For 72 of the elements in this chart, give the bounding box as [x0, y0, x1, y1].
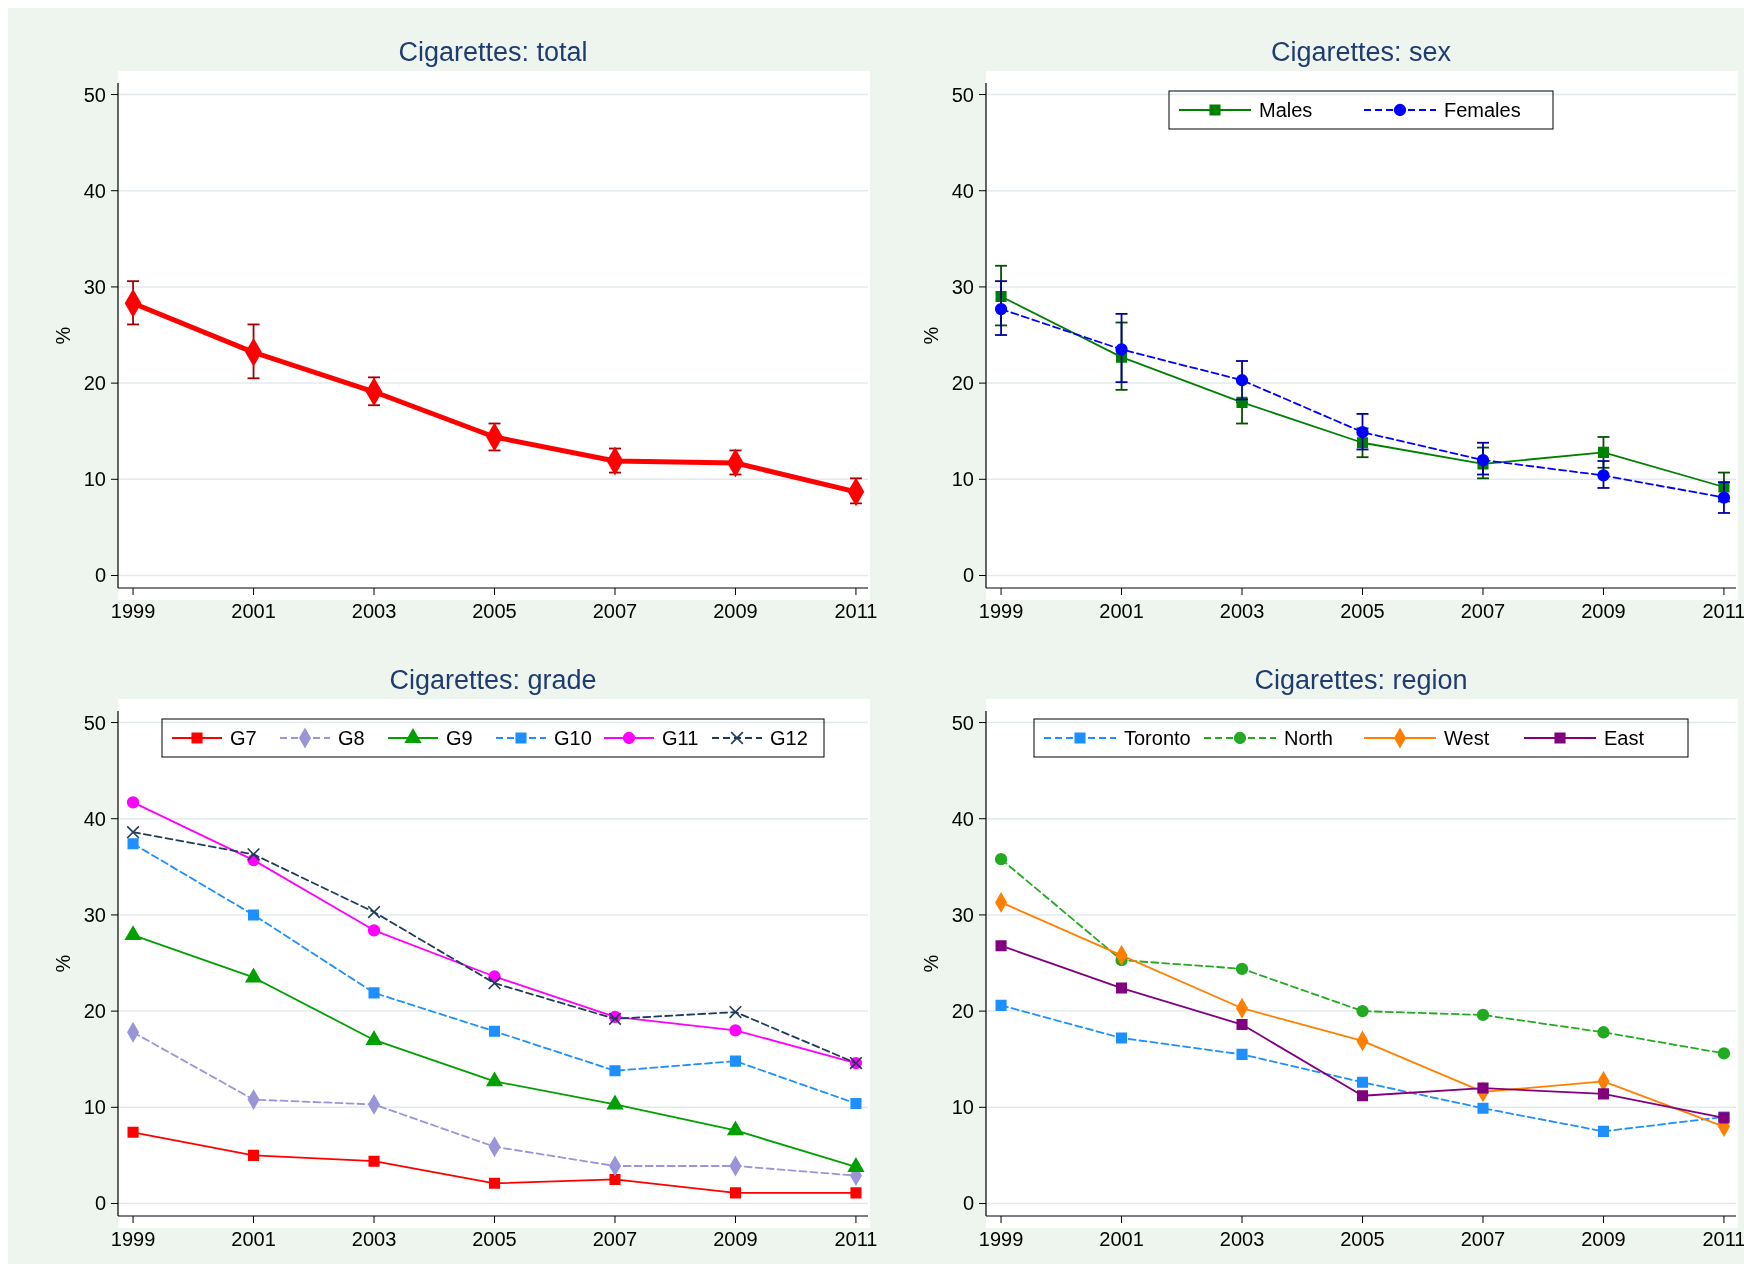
legend-label: Toronto: [1124, 727, 1191, 749]
y-tick-label: 10: [951, 468, 974, 491]
legend-label: G11: [662, 727, 699, 749]
x-tick-label: 2009: [713, 600, 758, 622]
y-tick-label: 30: [951, 275, 974, 298]
y-tick-label: 30: [951, 903, 974, 926]
legend-label: G8: [338, 727, 365, 749]
x-tick-label: 2005: [1340, 1228, 1385, 1250]
legend-label: Females: [1444, 99, 1521, 121]
x-tick-label: 2005: [472, 600, 517, 622]
y-axis-title: %: [52, 954, 74, 973]
x-tick-label: 2001: [231, 1228, 276, 1250]
chart-title: Cigarettes: region: [1254, 665, 1468, 695]
x-tick-label: 1999: [978, 1228, 1024, 1250]
y-tick-label: 0: [962, 564, 974, 587]
x-tick-label: 2009: [1581, 600, 1626, 622]
y-tick-label: 0: [94, 1192, 106, 1215]
legend-label: East: [1604, 727, 1645, 749]
chart-title: Cigarettes: total: [398, 37, 588, 67]
x-tick-label: 2005: [1340, 600, 1385, 622]
y-tick-label: 20: [951, 372, 974, 395]
legend-label: Males: [1259, 99, 1313, 121]
x-tick-label: 2001: [1099, 1228, 1144, 1250]
x-tick-label: 2007: [592, 1228, 638, 1250]
x-tick-label: 2007: [1460, 600, 1506, 622]
x-tick-label: 2011: [1702, 1228, 1744, 1250]
legend-label: North: [1284, 727, 1333, 749]
x-tick-label: 2007: [1460, 1228, 1506, 1250]
x-tick-label: 1999: [110, 1228, 156, 1250]
legend-label: G10: [554, 727, 592, 749]
x-tick-label: 2001: [1099, 600, 1144, 622]
x-tick-label: 1999: [978, 600, 1024, 622]
x-tick-label: 2011: [1702, 600, 1744, 622]
x-tick-label: 2011: [834, 600, 878, 622]
y-tick-label: 20: [83, 1000, 106, 1023]
y-tick-label: 10: [951, 1096, 974, 1119]
x-tick-label: 2003: [351, 600, 397, 622]
y-axis-title: %: [920, 954, 942, 973]
y-tick-label: 0: [94, 564, 106, 587]
y-tick-label: 20: [83, 372, 106, 395]
y-tick-label: 30: [83, 275, 106, 298]
x-tick-label: 2003: [1219, 600, 1265, 622]
legend-label: West: [1444, 727, 1490, 749]
y-axis-title: %: [920, 326, 942, 345]
chart-title: Cigarettes: sex: [1270, 37, 1452, 67]
y-tick-label: 40: [83, 807, 106, 830]
legend-label: G7: [230, 727, 257, 749]
y-tick-label: 30: [83, 903, 106, 926]
x-tick-label: 2007: [592, 600, 638, 622]
y-tick-label: 20: [951, 1000, 974, 1023]
x-tick-label: 2011: [834, 1228, 878, 1250]
x-tick-label: 2003: [1219, 1228, 1265, 1250]
x-tick-label: 1999: [110, 600, 156, 622]
legend-label: G9: [446, 727, 473, 749]
y-tick-label: 50: [83, 711, 106, 734]
chart-title: Cigarettes: grade: [389, 665, 597, 695]
x-tick-label: 2005: [472, 1228, 517, 1250]
legend-label: G12: [770, 727, 808, 749]
y-tick-label: 10: [83, 1096, 106, 1119]
y-axis-title: %: [52, 326, 74, 345]
y-tick-label: 50: [83, 83, 106, 106]
y-tick-label: 50: [951, 83, 974, 106]
x-tick-label: 2009: [713, 1228, 758, 1250]
y-tick-label: 40: [951, 179, 974, 202]
y-tick-label: 40: [83, 179, 106, 202]
x-tick-label: 2009: [1581, 1228, 1626, 1250]
x-tick-label: 2001: [231, 600, 276, 622]
y-tick-label: 40: [951, 807, 974, 830]
x-tick-label: 2003: [351, 1228, 397, 1250]
y-tick-label: 0: [962, 1192, 974, 1215]
y-tick-label: 10: [83, 468, 106, 491]
y-tick-label: 50: [951, 711, 974, 734]
